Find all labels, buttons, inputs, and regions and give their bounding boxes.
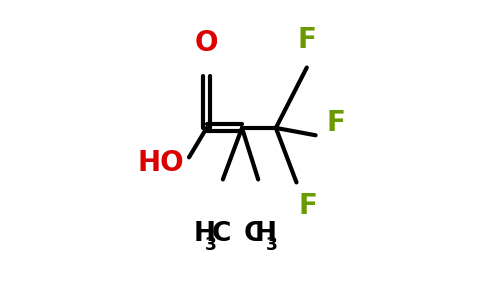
Text: 3: 3	[266, 236, 278, 254]
Text: F: F	[299, 192, 318, 220]
Text: F: F	[327, 110, 346, 137]
Text: C: C	[243, 221, 263, 247]
Text: HO: HO	[138, 149, 184, 177]
Text: C: C	[212, 221, 231, 247]
Text: F: F	[297, 26, 316, 54]
Text: H: H	[255, 221, 276, 247]
Text: 3: 3	[204, 236, 216, 254]
Text: H: H	[193, 221, 215, 247]
Text: O: O	[195, 28, 218, 56]
